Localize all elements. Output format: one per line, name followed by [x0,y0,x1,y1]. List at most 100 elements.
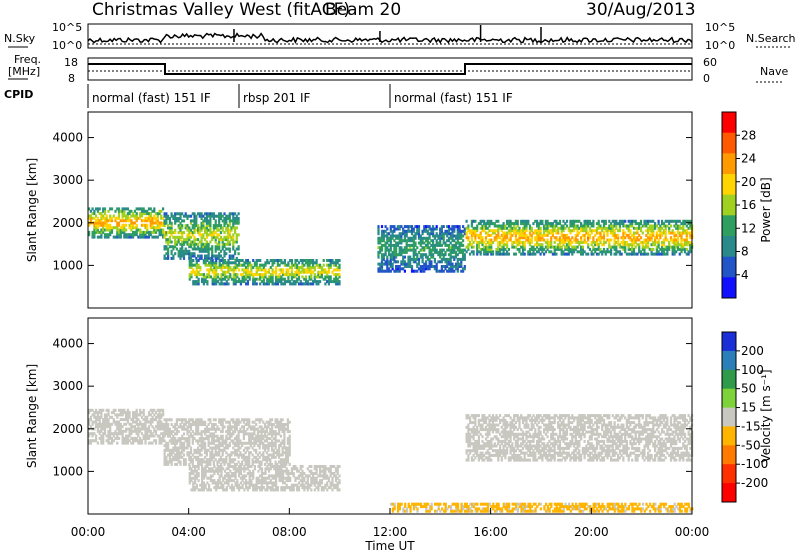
scatter-cell [232,282,235,286]
scatter-cell [274,425,277,429]
scatter-cell [308,268,311,272]
scatter-cell [154,429,158,433]
scatter-cell [218,247,221,251]
scatter-cell [650,243,653,247]
scatter-cell [147,230,151,234]
scatter-cell [391,257,394,261]
scatter-cell [207,247,210,251]
scatter-cell [292,275,295,279]
scatter-cell [250,479,253,483]
scatter-cell [156,235,159,239]
scatter-cell [588,229,591,233]
scatter-cell [689,243,692,247]
scatter-cell [126,219,129,223]
scatter-cell [213,275,216,279]
scatter-cell [147,441,151,445]
scatter-cell [573,229,576,233]
scatter-cell [248,472,251,475]
scatter-cell [192,280,195,284]
scatter-cell [280,280,283,284]
scatter-cell [140,415,144,419]
scatter-cell [192,263,195,267]
scatter-cell [216,467,220,471]
scatter-cell [569,222,572,226]
scatter-cell [398,232,401,236]
scatter-cell [421,229,424,233]
scatter-cell [523,229,526,233]
scatter-cell [523,240,526,244]
scatter-cell [439,234,442,238]
scatter-cell [200,439,203,443]
scatter-cell [102,223,105,227]
scatter-cell [602,236,606,240]
scatter-cell [109,425,112,429]
scatter-cell [215,266,218,269]
scatter-cell [303,268,306,272]
scatter-cell [191,462,194,466]
scatter-cell [476,240,479,244]
scatter-cell [125,411,128,415]
scatter-cell [546,240,549,244]
scatter-cell [272,423,275,426]
scatter-cell [388,248,391,252]
scatter-cell [184,226,187,230]
scatter-cell [493,224,496,228]
scatter-cell [294,275,297,279]
scatter-cell [264,469,267,473]
scatter-cell [592,240,595,244]
scatter-cell [114,422,117,426]
scatter-cell [283,441,286,445]
scatter-cell [527,236,530,240]
scatter-cell [225,446,228,450]
scatter-cell [135,223,138,227]
scatter-cell [599,247,602,251]
scatter-cell [281,460,284,464]
scatter-cell [248,423,251,426]
scatter-cell [235,221,238,225]
scatter-cell [271,273,274,277]
scatter-cell [673,233,676,237]
scatter-cell [230,439,233,443]
scatter-cell [216,444,219,448]
scatter-cell [437,253,440,257]
scatter-cell [154,216,158,220]
scatter-cell [396,269,399,273]
scatter-cell [602,250,606,254]
scatter-cell [114,219,117,223]
scatter-cell [539,247,542,251]
scatter-cell [578,219,581,223]
scatter-cell [149,413,152,417]
scatter-cell [648,238,651,242]
scatter-cell [502,245,505,249]
scatter-cell [500,229,503,233]
scatter-cell [393,269,396,273]
scatter-cell [189,221,193,225]
scatter-cell [664,219,667,223]
scatter-cell [659,224,662,228]
scatter-cell [182,214,186,218]
scatter-cell [144,230,147,234]
scatter-cell [453,234,456,238]
scatter-cell [269,437,272,441]
scatter-cell [428,248,431,252]
scatter-cell [95,223,98,227]
scatter-cell [230,472,234,475]
scatter-cell [301,270,304,274]
scatter-cell [634,231,637,235]
scatter-cell [223,231,226,235]
scatter-cell [481,243,484,247]
scatter-cell [107,235,110,239]
scatter-cell [655,247,658,251]
scatter-cell [167,453,170,457]
scatter-cell [299,282,302,286]
scatter-cell [168,418,171,422]
scatter-cell [132,214,135,218]
scatter-cell [639,252,643,256]
scatter-cell [208,483,211,487]
scatter-cell [241,460,244,464]
scatter-cell [218,418,221,422]
scatter-cell [160,439,163,443]
scatter-cell [209,228,212,232]
scatter-cell [439,269,442,273]
scatter-cell [400,239,403,243]
